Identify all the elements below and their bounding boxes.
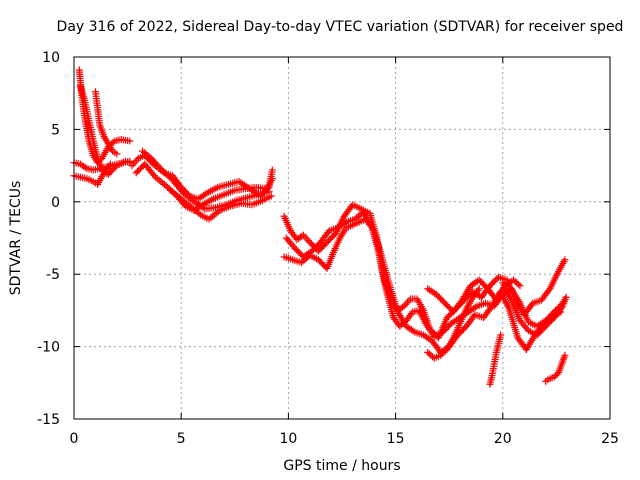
series-track-16 bbox=[499, 279, 570, 339]
data-point bbox=[150, 158, 158, 166]
data-point bbox=[516, 282, 524, 290]
x-tick-labels: 0 5 10 15 20 25 bbox=[70, 431, 619, 447]
data-point bbox=[268, 166, 276, 174]
data-point bbox=[405, 297, 413, 305]
data-point bbox=[145, 153, 153, 161]
data-point bbox=[301, 233, 309, 241]
data-point bbox=[195, 209, 203, 217]
y-tick-label: -15 bbox=[37, 412, 60, 428]
data-point bbox=[562, 293, 570, 301]
data-point bbox=[155, 163, 163, 171]
data-point bbox=[561, 256, 569, 264]
data-point bbox=[497, 331, 505, 339]
data-point bbox=[106, 160, 114, 168]
data-point bbox=[156, 164, 164, 172]
series-track-14 bbox=[424, 276, 524, 316]
data-point bbox=[268, 175, 276, 183]
data-point bbox=[561, 351, 569, 359]
series-track-1 bbox=[75, 66, 134, 167]
data-point bbox=[147, 154, 155, 162]
x-tick-label: 0 bbox=[70, 431, 79, 447]
series-track-3 bbox=[91, 88, 121, 158]
series-track-17 bbox=[542, 351, 569, 385]
plot-frame bbox=[73, 56, 611, 420]
y-tick-label: -5 bbox=[46, 267, 60, 283]
y-tick-label: 10 bbox=[42, 50, 60, 66]
data-point bbox=[131, 158, 139, 166]
y-tick-labels: 10 5 0 -5 -10 -15 bbox=[37, 50, 60, 428]
data-point bbox=[126, 137, 134, 145]
x-tick-label: 20 bbox=[494, 431, 512, 447]
data-point bbox=[109, 138, 117, 146]
series-track-15 bbox=[486, 331, 505, 388]
data-point bbox=[178, 187, 186, 195]
x-axis-title: GPS time / hours bbox=[283, 458, 400, 474]
data-point bbox=[153, 161, 161, 169]
data-point bbox=[403, 298, 411, 306]
series-track-2 bbox=[76, 82, 134, 178]
series-track-8 bbox=[139, 147, 273, 213]
data-point bbox=[150, 172, 158, 180]
data-point bbox=[149, 156, 157, 164]
chart-title: Day 316 of 2022, Sidereal Day-to-day VTE… bbox=[57, 19, 624, 35]
data-point bbox=[471, 303, 479, 311]
data-point bbox=[201, 190, 209, 198]
data-point bbox=[298, 232, 306, 240]
data-point bbox=[558, 304, 566, 312]
x-tick-label: 15 bbox=[387, 431, 405, 447]
data-point bbox=[126, 157, 134, 165]
x-tick-label: 5 bbox=[177, 431, 186, 447]
data-point bbox=[113, 150, 121, 158]
data-point bbox=[341, 219, 349, 227]
data-point bbox=[81, 163, 89, 171]
series-track-9 bbox=[166, 186, 275, 223]
data-point bbox=[267, 192, 275, 200]
data-point bbox=[545, 286, 553, 294]
y-axis-title: SDTVAR / TECUs bbox=[8, 181, 24, 296]
data-points bbox=[70, 66, 570, 388]
y-tick-label: 5 bbox=[51, 122, 60, 138]
data-point bbox=[475, 285, 483, 293]
data-point bbox=[514, 280, 522, 288]
x-tick-label: 25 bbox=[601, 431, 619, 447]
y-tick-label: 0 bbox=[51, 195, 60, 211]
data-point bbox=[523, 325, 531, 333]
data-point bbox=[152, 159, 160, 167]
x-tick-label: 10 bbox=[279, 431, 297, 447]
y-tick-label: -10 bbox=[37, 340, 60, 356]
series-track-13 bbox=[424, 285, 483, 362]
data-point bbox=[409, 327, 417, 335]
